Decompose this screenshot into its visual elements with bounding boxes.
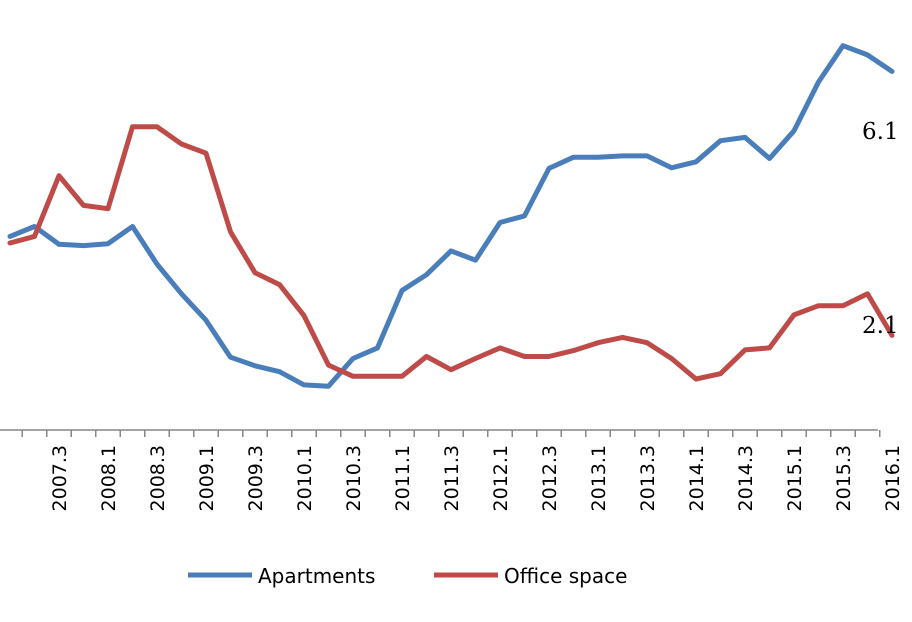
series-line-office-space (7, 124, 895, 382)
x-tick-label: 2015.3 (833, 445, 855, 511)
legend: Apartments Office space (188, 564, 627, 588)
x-tick-label: 2013.1 (588, 445, 610, 511)
apartments-end-label: 6.1 (862, 119, 899, 145)
legend-label-apartments: Apartments (258, 564, 375, 588)
x-tick-label: 2011.3 (441, 445, 463, 511)
x-tick-label: 2016.1 (882, 445, 904, 511)
x-tick-label: 2009.1 (196, 445, 218, 511)
x-tick-label: 2015.1 (784, 445, 806, 511)
x-tick-label: 2009.3 (245, 445, 267, 511)
x-tick-label: 2011.1 (392, 445, 414, 511)
x-tick-label: 2013.3 (637, 445, 659, 511)
x-tick-label: 2010.3 (343, 445, 365, 511)
x-tick-label: 2014.3 (735, 445, 757, 511)
legend-label-office-space: Office space (504, 564, 627, 588)
plot-lines (7, 43, 895, 389)
x-tick-label: 2012.1 (490, 445, 512, 511)
x-axis-tick-labels: 2007.3 2008.1 2008.3 2009.1 2009.3 2010.1 2010… (49, 445, 904, 511)
x-tick-label: 2008.3 (147, 445, 169, 511)
x-tick-label: 2012.3 (539, 445, 561, 511)
x-tick-label: 2014.1 (686, 445, 708, 511)
x-tick-label: 2007.3 (49, 445, 71, 511)
x-tick-label: 2008.1 (98, 445, 120, 511)
x-tick-label: 2010.1 (294, 445, 316, 511)
x-axis-ticks (21, 430, 881, 437)
office-space-end-label: 2.1 (862, 313, 899, 339)
series-line-apartments (7, 43, 895, 389)
